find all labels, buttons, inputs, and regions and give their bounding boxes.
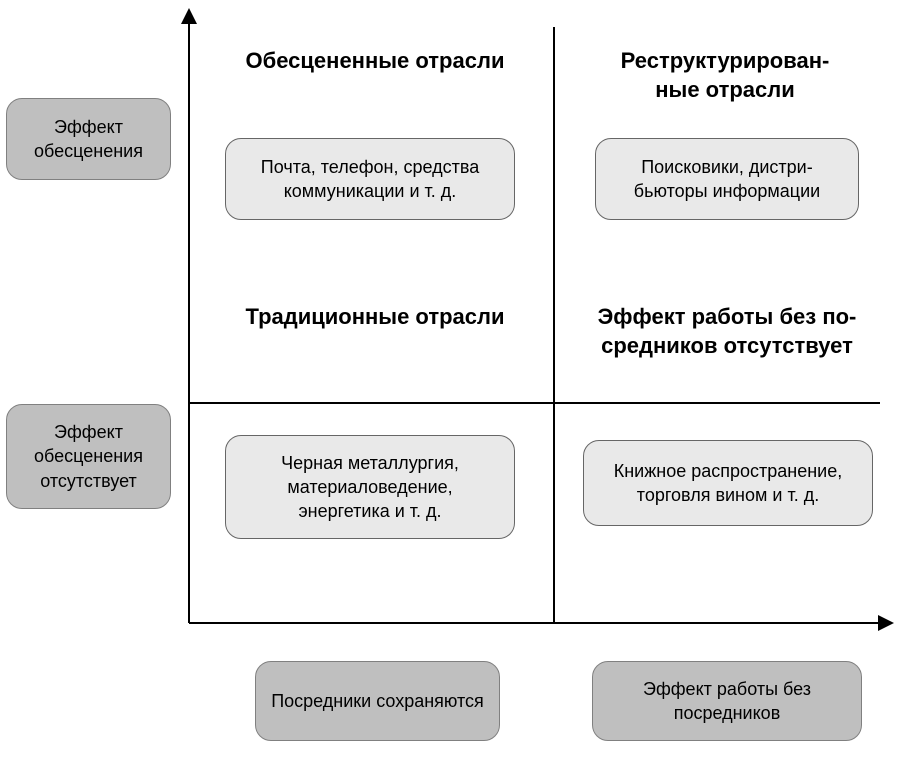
- quadrant-example-top-left: Почта, телефон, средства коммуникации и …: [225, 138, 515, 220]
- quadrant-title-bottom-left: Традиционные отрасли: [225, 303, 525, 332]
- x-axis-label-left-text: Посредники сохраняются: [271, 689, 484, 713]
- quadrant-example-bottom-left: Черная металлургия, материаловедение, эн…: [225, 435, 515, 539]
- quadrant-diagram: Эффект обесценения Эффект обесценения от…: [0, 0, 900, 761]
- x-axis-label-right-text: Эффект работы без посредников: [607, 677, 847, 726]
- y-axis-label-bottom-text: Эффект обесценения отсутствует: [21, 420, 156, 493]
- x-axis-label-left: Посредники сохраняются: [255, 661, 500, 741]
- quadrant-example-top-left-text: Почта, телефон, средства коммуникации и …: [240, 155, 500, 204]
- quadrant-example-top-right: Поисковики, дистри- бьюторы информации: [595, 138, 859, 220]
- quadrant-title-bottom-right: Эффект работы без по- средников отсутств…: [562, 303, 892, 360]
- quadrant-example-bottom-left-text: Черная металлургия, материаловедение, эн…: [240, 451, 500, 524]
- x-axis-label-right: Эффект работы без посредников: [592, 661, 862, 741]
- y-axis-label-bottom: Эффект обесценения отсутствует: [6, 404, 171, 509]
- y-axis-label-top-text: Эффект обесценения: [21, 115, 156, 164]
- quadrant-example-bottom-right: Книжное распространение, торговля вином …: [583, 440, 873, 526]
- quadrant-title-top-left: Обесцененные отрасли: [225, 47, 525, 76]
- y-axis-label-top: Эффект обесценения: [6, 98, 171, 180]
- quadrant-example-top-right-text: Поисковики, дистри- бьюторы информации: [634, 155, 820, 204]
- quadrant-example-bottom-right-text: Книжное распространение, торговля вином …: [598, 459, 858, 508]
- quadrant-title-top-right: Реструктурирован- ные отрасли: [575, 47, 875, 104]
